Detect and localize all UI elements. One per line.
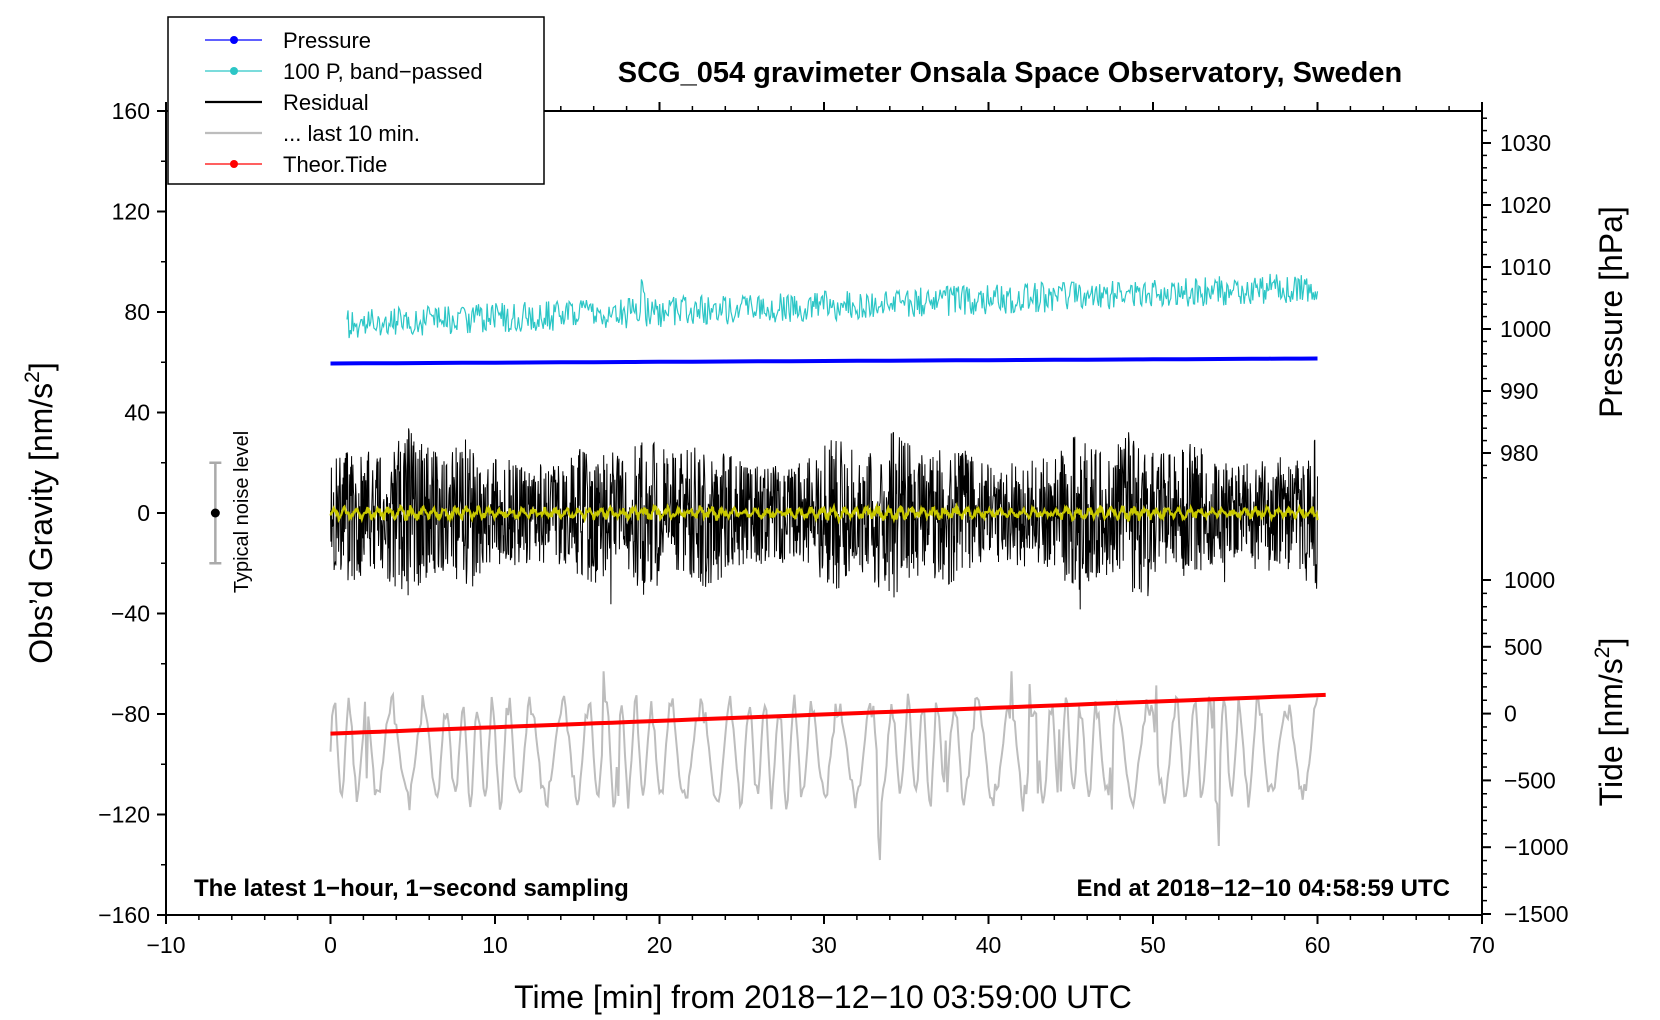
x-tick-label: 60: [1305, 932, 1331, 958]
pressure-tick-label: 1000: [1500, 316, 1551, 342]
annotation-sampling: The latest 1−hour, 1−second sampling: [194, 875, 629, 902]
y-axis-left-title-close: ]: [23, 362, 59, 371]
chart-title: SCG_054 gravimeter Onsala Space Observat…: [618, 57, 1402, 89]
legend-item: 100 P, band−passed: [205, 59, 483, 84]
series-group: [329, 273, 1326, 861]
series-100p-bandpassed: [346, 273, 1319, 339]
y-tick-label: 120: [112, 199, 150, 225]
x-tick-label: 20: [647, 932, 673, 958]
annotation-end-time: End at 2018−12−10 04:58:59 UTC: [1076, 875, 1450, 902]
legend-label: 100 P, band−passed: [283, 59, 483, 84]
legend-swatch-dot: [230, 67, 238, 75]
y-tick-label: −40: [111, 601, 150, 627]
series-residual-smoothed: [329, 501, 1319, 525]
y-axis-tide-title: Tide [nm/s2]: [1591, 638, 1629, 807]
tide-tick-label: −1000: [1504, 834, 1569, 860]
legend-label: Residual: [283, 90, 369, 115]
y-axis-pressure-title: Pressure [hPa]: [1593, 206, 1629, 418]
x-tick-label: 40: [976, 932, 1002, 958]
series-pressure: [330, 356, 1318, 366]
x-tick-label: −10: [146, 932, 185, 958]
y-tick-label: 0: [137, 500, 150, 526]
legend-swatch-dot: [230, 36, 238, 44]
legend-box: [167, 16, 545, 185]
pressure-tick-label: 990: [1500, 378, 1538, 404]
x-axis: −10 0 10 20 30 40 50 60 70: [146, 102, 1495, 958]
pressure-tick-label: 980: [1500, 440, 1538, 466]
x-tick-label: 0: [324, 932, 337, 958]
legend-label: Theor.Tide: [283, 152, 387, 177]
y-axis-tide-title-close: ]: [1593, 638, 1629, 647]
noise-level-label: Typical noise level: [231, 431, 253, 593]
legend-label: Pressure: [283, 28, 371, 53]
series-residual: [330, 428, 1318, 610]
x-tick-label: 10: [482, 932, 508, 958]
series-last-10-min: [329, 671, 1319, 861]
y-axis-left-title: Obs’d Gravity [nm/s2]: [21, 362, 59, 664]
tide-tick-label: −1500: [1504, 901, 1569, 927]
y-tick-label: −160: [98, 902, 150, 928]
legend-swatch-dot: [230, 160, 238, 168]
tide-tick-label: 0: [1504, 701, 1517, 727]
y-axis-left-title-sup: 2: [21, 371, 44, 383]
series-theor-tide: [330, 692, 1326, 736]
x-tick-label: 50: [1140, 932, 1166, 958]
y-axis-left-title-main: Obs’d Gravity [nm/s: [23, 383, 59, 664]
y-axis-pressure: 1030 1020 1010 1000 990 980: [1482, 117, 1551, 479]
y-axis-tide: 1000 500 0 −500 −1000 −1500: [1482, 567, 1569, 927]
legend-label: ... last 10 min.: [283, 121, 420, 146]
y-tick-label: 160: [112, 98, 150, 124]
x-tick-label: 30: [811, 932, 837, 958]
y-tick-label: −80: [111, 701, 150, 727]
legend-item: Theor.Tide: [205, 152, 387, 177]
y-axis-tide-title-main: Tide [nm/s: [1593, 658, 1629, 806]
noise-level-dot: [210, 508, 220, 518]
x-tick-label: 70: [1469, 932, 1495, 958]
pressure-tick-label: 1010: [1500, 254, 1551, 280]
tide-tick-label: 1000: [1504, 567, 1555, 593]
y-axis-tide-title-sup: 2: [1591, 647, 1614, 659]
legend: Pressure 100 P, band−passed Residual ... la…: [167, 16, 545, 185]
y-tick-label: 40: [124, 400, 150, 426]
y-tick-label: 80: [124, 299, 150, 325]
x-axis-title: Time [min] from 2018−12−10 03:59:00 UTC: [514, 979, 1132, 1015]
y-axis-left: 160 120 80 40 0 −40 −80 −120 −160: [98, 98, 166, 928]
legend-item: Residual: [205, 90, 369, 115]
legend-item: Pressure: [205, 28, 371, 53]
y-tick-label: −120: [98, 802, 150, 828]
tide-tick-label: −500: [1504, 767, 1556, 793]
noise-level-indicator: Typical noise level: [209, 431, 253, 593]
tide-tick-label: 500: [1504, 634, 1542, 660]
pressure-tick-label: 1020: [1500, 192, 1551, 218]
legend-item: ... last 10 min.: [205, 121, 420, 146]
pressure-tick-label: 1030: [1500, 130, 1551, 156]
